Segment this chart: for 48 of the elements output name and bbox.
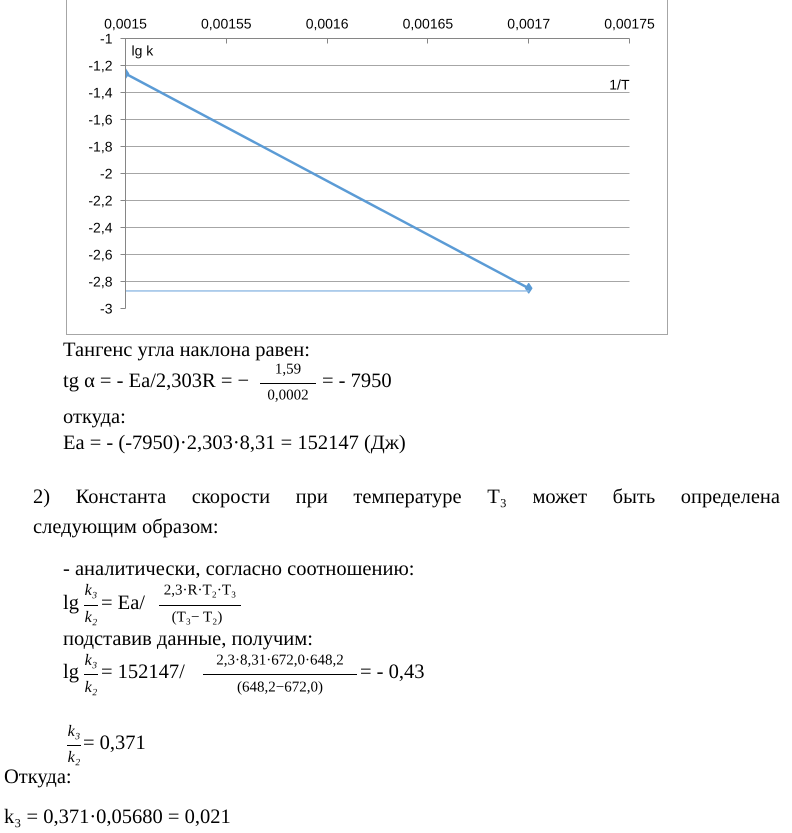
text: 1,59 — [274, 361, 302, 379]
y-tick-label: -1,2 — [88, 58, 113, 74]
text: 2,3·R·T₂·T₃ — [164, 582, 236, 600]
text: 2,3·8,31·672,0·648,2 — [216, 652, 344, 670]
text: 2) Константа скорости при температуре T₃ может быть определена — [33, 486, 780, 510]
text: (T₃− T₂) — [172, 609, 222, 627]
y-axis-title: lg k — [132, 42, 154, 59]
text: = 0,371 — [83, 732, 146, 756]
x-tick-label: 0,00165 — [402, 16, 454, 32]
text: k₂ — [68, 748, 80, 768]
x-tick-label: 0,0017 — [507, 16, 550, 32]
text: tg α = - Ea/2,303R = − — [63, 370, 250, 394]
x-axis-title: 1/T — [609, 76, 630, 92]
text: lg — [63, 592, 79, 616]
text: = - 0,43 — [360, 661, 425, 685]
y-tick-label: -1,6 — [88, 112, 113, 128]
text: = 152147/ — [101, 661, 185, 685]
text: k₃ = 0,371·0,05680 = 0,021 — [4, 806, 231, 830]
y-tick-label: -1 — [100, 30, 113, 46]
y-tick-label: -2,6 — [88, 246, 113, 262]
text: k₂ — [84, 608, 98, 628]
text: k₃ — [84, 652, 98, 670]
text: подставив данные, получим: — [63, 628, 313, 652]
y-tick-label: -3 — [100, 300, 113, 316]
y-tick-label: -2,8 — [88, 274, 113, 290]
text: = - 7950 — [322, 370, 392, 394]
text: Откуда: — [4, 766, 72, 790]
x-tick-label: 0,0016 — [306, 16, 349, 32]
y-tick-label: -2,2 — [88, 192, 113, 208]
text: Тангенс угла наклона равен: — [63, 339, 310, 363]
text: следующим образом: — [33, 516, 219, 540]
x-tick-label: 0,00175 — [604, 16, 656, 32]
text: k₂ — [84, 678, 98, 698]
text: k₃ — [68, 722, 80, 742]
y-tick-label: -1,8 — [88, 138, 113, 154]
text: откуда: — [63, 406, 126, 430]
text: k₃ — [84, 582, 98, 600]
y-tick-label: -1,4 — [88, 84, 113, 100]
text: Ea = - (-7950)·2,303·8,31 = 152147 (Дж) — [63, 432, 406, 456]
text: - аналитически, согласно соотношению: — [63, 558, 414, 582]
text: 0,0002 — [267, 387, 309, 405]
text: (648,2−672,0) — [237, 679, 323, 697]
text: = Ea/ — [101, 592, 146, 616]
text: lg — [63, 661, 79, 685]
y-tick-label: -2 — [100, 166, 113, 182]
y-tick-label: -2,4 — [88, 220, 113, 236]
x-tick-label: 0,0015 — [104, 16, 148, 32]
x-tick-label: 0,00155 — [200, 16, 252, 32]
